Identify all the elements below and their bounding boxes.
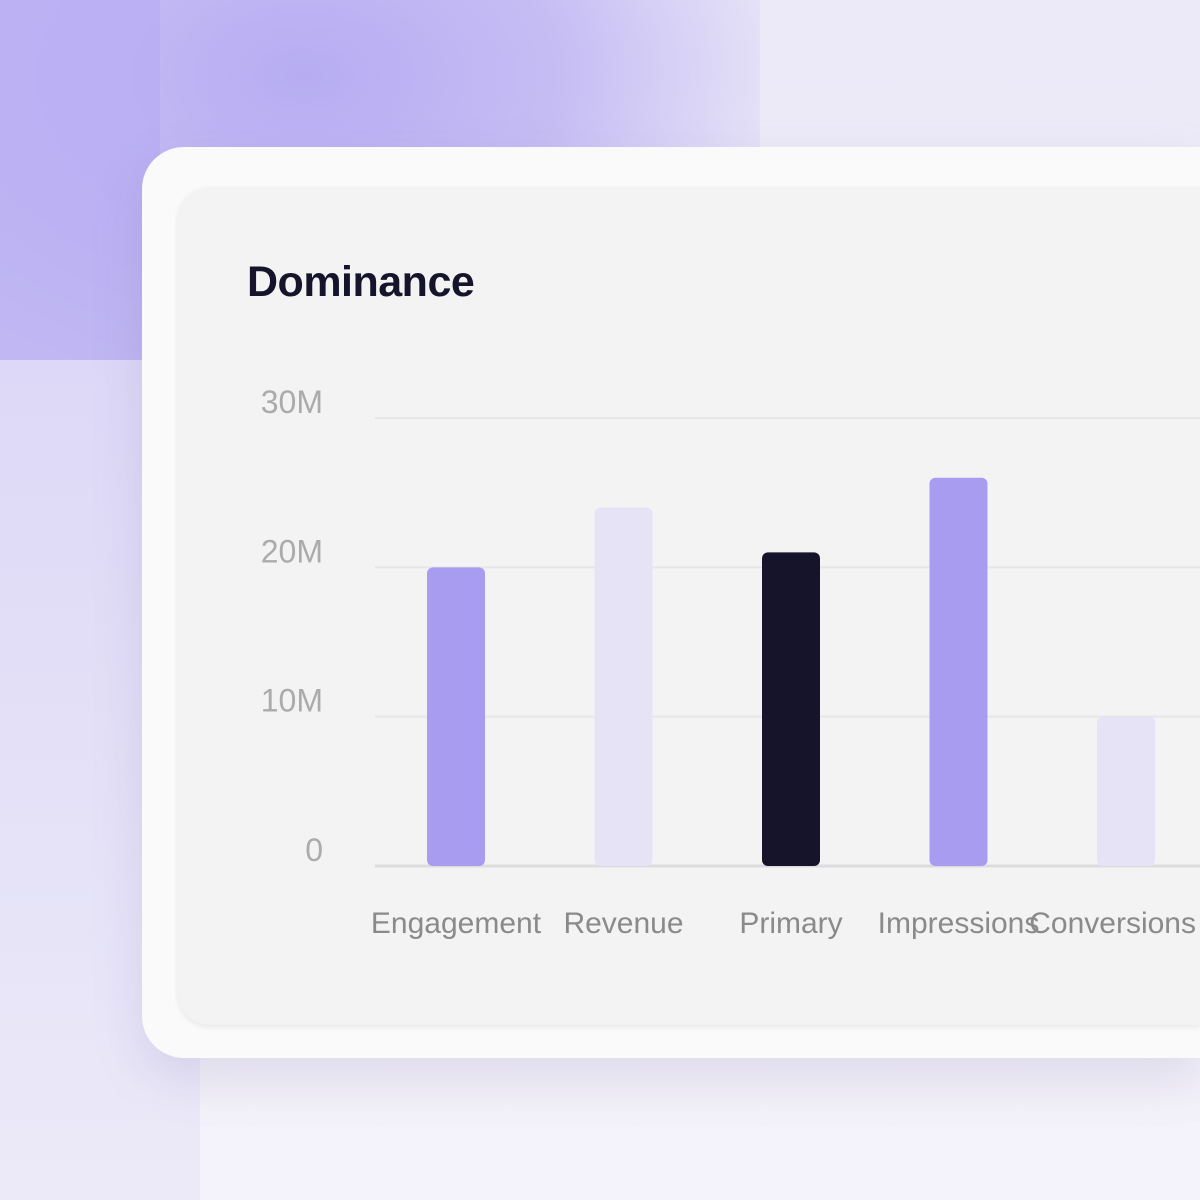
bar-primary	[762, 552, 820, 866]
x-tick-label: Conversions	[1029, 907, 1196, 940]
bar-conversions	[1097, 716, 1155, 866]
x-tick-label: Engagement	[371, 907, 542, 940]
x-tick-label: Primary	[739, 907, 842, 940]
y-tick-label: 0	[305, 832, 323, 868]
chart-card	[178, 187, 1200, 1025]
bar-impressions	[929, 477, 988, 866]
x-tick-label: Impressions	[878, 907, 1040, 940]
y-tick-label: 30M	[261, 384, 323, 420]
bar-revenue	[594, 507, 653, 866]
y-tick-label: 20M	[261, 533, 323, 569]
chart-title: Dominance	[247, 258, 475, 306]
y-tick-label: 10M	[261, 683, 323, 719]
x-tick-label: Revenue	[563, 907, 683, 940]
background-band	[0, 0, 160, 360]
bar-engagement	[427, 567, 485, 866]
